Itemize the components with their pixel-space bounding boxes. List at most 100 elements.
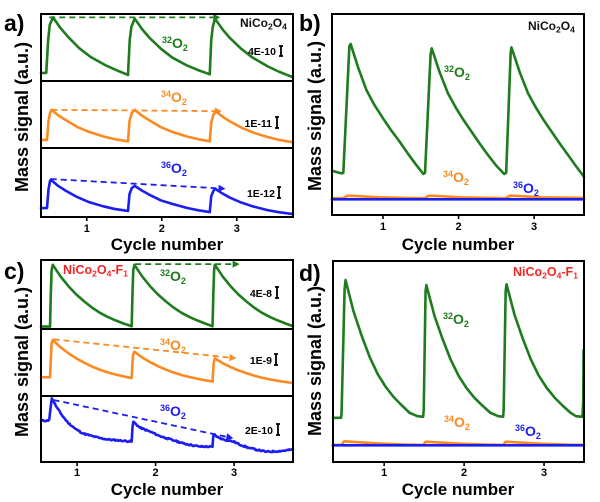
sample-subscript: 2	[556, 25, 561, 35]
element-symbol: O	[170, 337, 181, 353]
series-label-32O2: 32O2	[162, 35, 188, 53]
atom-count: 2	[465, 72, 470, 82]
series-label-34O2: 34O2	[444, 414, 470, 432]
sample-part: NiCo	[513, 265, 543, 279]
isotope-mass: 32	[160, 268, 170, 278]
series-label-32O2: 32O2	[160, 268, 186, 286]
sample-subscript: 1	[573, 271, 578, 281]
scale-bar-label: 2E-10	[245, 425, 273, 437]
element-symbol: O	[453, 311, 464, 327]
series-label-36O2: 36O2	[160, 403, 186, 421]
element-symbol: O	[525, 423, 536, 439]
scale-bar-icon	[276, 423, 280, 436]
x-tick-label: 3	[231, 467, 237, 479]
sample-subscript: 4	[570, 25, 575, 35]
curve-36O2	[39, 178, 295, 216]
atom-count: 2	[182, 168, 187, 178]
curve-32O2	[39, 16, 295, 79]
x-axis-label: Cycle number	[402, 480, 515, 499]
panel-letter: d)	[299, 260, 321, 286]
y-axis-label: Mass signal (a.u.)	[12, 42, 32, 192]
x-axis-label: Cycle number	[111, 480, 224, 499]
element-symbol: O	[172, 35, 183, 51]
sample-label: NiCo2O4-F1	[63, 263, 128, 279]
plot-area	[39, 13, 295, 221]
sample-part: NiCo	[528, 19, 556, 33]
trend-arrow-34O2	[51, 108, 215, 112]
curve-36O2	[39, 397, 295, 454]
sample-subscript: 4	[107, 269, 112, 279]
curve-34O2	[331, 440, 586, 447]
trend-arrow-34O2	[53, 338, 230, 359]
isotope-mass: 34	[444, 414, 454, 424]
atom-count: 2	[183, 43, 188, 53]
sample-part: NiCo	[63, 263, 93, 277]
scale-bar-icon	[275, 286, 279, 299]
panel-letter: a)	[4, 10, 24, 36]
trend-arrowhead-32O2	[213, 13, 221, 21]
panel-letter: c)	[4, 258, 24, 284]
isotope-mass: 34	[160, 337, 170, 347]
series-label-34O2: 34O2	[160, 337, 186, 355]
x-tick-label: 1	[84, 223, 90, 235]
isotope-mass: 36	[161, 160, 171, 170]
isotope-mass: 32	[443, 311, 453, 321]
element-symbol: O	[454, 414, 465, 430]
sample-subscript: 2	[268, 22, 273, 32]
scale-bar-label: 1E-11	[245, 118, 273, 130]
isotope-mass: 36	[513, 180, 523, 190]
x-tick-label: 1	[380, 221, 386, 233]
x-tick-label: 1	[381, 467, 387, 479]
scale-bar-icon	[277, 186, 281, 199]
atom-count: 2	[182, 97, 187, 107]
scale-bar-label: 4E-10	[248, 46, 276, 58]
atom-count: 2	[464, 177, 469, 187]
sample-part: O	[561, 19, 570, 33]
x-axis-label: Cycle number	[402, 235, 515, 254]
y-axis-label: Mass signal (a.u.)	[12, 287, 32, 437]
curve-32O2	[330, 42, 586, 179]
curves	[330, 42, 586, 201]
isotope-mass: 32	[162, 35, 172, 45]
isotope-mass: 34	[443, 169, 453, 179]
trend-arrow-36O2	[50, 178, 219, 190]
x-tick-label: 2	[461, 467, 467, 479]
isotope-mass: 32	[444, 64, 454, 74]
x-axis-label: Cycle number	[111, 235, 224, 254]
sample-subscript: 1	[123, 269, 128, 279]
curves	[39, 263, 295, 454]
scale-bar-label: 1E-12	[247, 188, 275, 200]
y-axis-label: Mass signal (a.u.)	[305, 41, 325, 191]
sample-label: NiCo2O4	[528, 19, 575, 35]
atom-count: 2	[536, 431, 541, 441]
curve-32O2	[39, 263, 295, 328]
scale-bar-icon	[275, 116, 279, 129]
panel-d: d) Mass signal (a.u.) NiCo2O4-F1 32O2 34…	[299, 260, 586, 499]
trend-arrowhead-34O2	[214, 107, 222, 115]
scale-bar-label: 4E-8	[250, 288, 272, 300]
atom-count: 2	[465, 422, 470, 432]
atom-count: 2	[534, 188, 539, 198]
sample-part: NiCo	[240, 16, 268, 30]
element-symbol: O	[171, 89, 182, 105]
curve-34O2	[39, 108, 295, 144]
atom-count: 2	[181, 276, 186, 286]
series-label-32O2: 32O2	[443, 311, 469, 329]
x-tick-label: 1	[74, 467, 80, 479]
x-tick-label: 3	[531, 221, 537, 233]
x-tick-label: 2	[153, 467, 159, 479]
series-label-34O2: 34O2	[443, 169, 469, 187]
sample-part: O	[273, 16, 282, 30]
panel-c: c) Mass signal (a.u.) NiCo2O4-F1 32O2 34…	[4, 258, 295, 499]
atom-count: 2	[181, 345, 186, 355]
sample-subscript: 2	[542, 271, 547, 281]
plot-area	[331, 260, 586, 466]
curves	[39, 16, 295, 216]
plot-frame	[40, 13, 294, 218]
panel-a: a) Mass signal (a.u.) NiCo2O4 32O2 34O2 …	[4, 10, 295, 254]
atom-count: 2	[181, 411, 186, 421]
series-label-32O2: 32O2	[444, 64, 470, 82]
element-symbol: O	[170, 403, 181, 419]
sample-part: O	[97, 263, 107, 277]
element-symbol: O	[170, 268, 181, 284]
